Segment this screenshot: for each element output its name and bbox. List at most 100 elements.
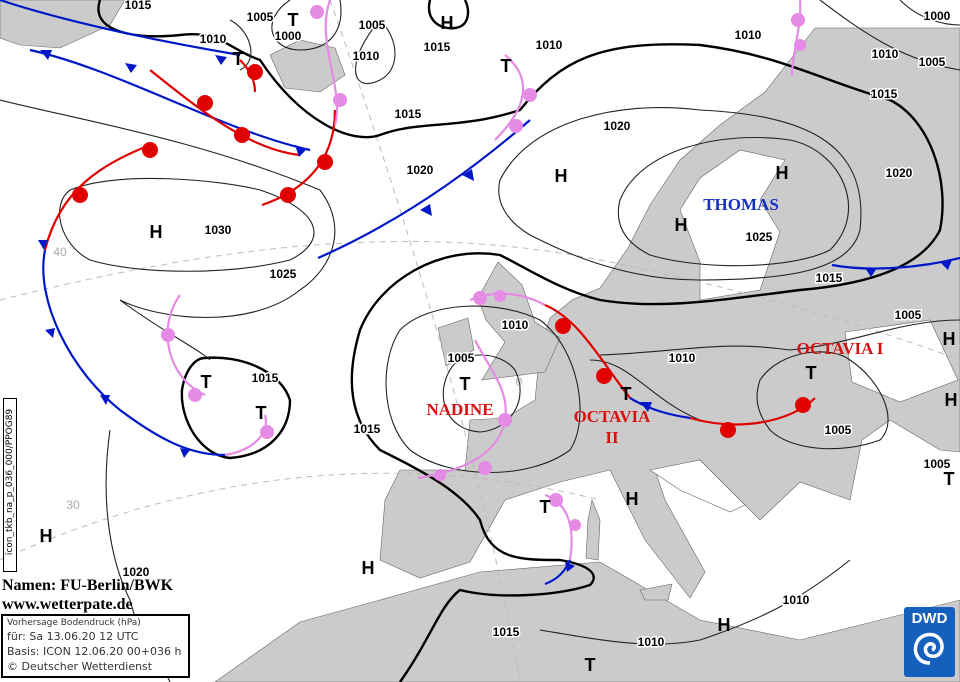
isobar-label: 1025	[746, 230, 773, 244]
isobar-label: 1010	[353, 49, 380, 63]
high-marker: H	[441, 13, 454, 33]
latitude-label: 0	[516, 375, 523, 389]
occlusion	[324, 0, 339, 126]
system-name-nadine: NADINE	[426, 400, 493, 419]
system-name-thomas: THOMAS	[703, 195, 779, 214]
high-marker: H	[555, 166, 568, 186]
low-marker: T	[621, 384, 632, 404]
latitude-label: 40	[53, 245, 67, 259]
dwd-swirl-icon	[913, 632, 944, 665]
cold-front	[0, 0, 241, 57]
low-marker: T	[460, 374, 471, 394]
warm-front	[149, 69, 301, 157]
cold-front	[544, 559, 572, 586]
isobar-label: 1015	[354, 422, 381, 436]
low-marker: T	[256, 403, 267, 423]
isobar-label: 1005	[247, 10, 274, 24]
latitude-labels: 40 30 0	[53, 245, 522, 512]
warm-front	[544, 303, 631, 399]
adriatic-sea	[649, 459, 746, 513]
isobar-label: 1020	[407, 163, 434, 177]
iceland	[269, 39, 346, 93]
isobar-label: 1005	[919, 55, 946, 69]
warm-front	[43, 143, 151, 251]
credit-url[interactable]: www.wetterpate.de	[2, 596, 133, 613]
dwd-logo-text: DWD	[911, 610, 948, 627]
high-marker: H	[945, 390, 958, 410]
forecast-info-box: Vorhersage Bodendruck (hPa) für: Sa 13.0…	[1, 614, 190, 678]
dwd-logo: DWD	[904, 607, 955, 677]
isobar-label: 1005	[448, 351, 475, 365]
high-marker: H	[718, 615, 731, 635]
isobar-labels: 1015 1010 1005 1000 1005 1010 1015 1010 …	[121, 0, 952, 651]
model-code: icon_tkb_na_p_036_000/PPOG89	[5, 408, 15, 556]
credit-names: Namen: FU-Berlin/BWK	[2, 577, 174, 594]
high-marker: H	[150, 222, 163, 242]
isobar-label: 1015	[424, 40, 451, 54]
isobar-label: 1025	[270, 267, 297, 281]
isobar-label: 1010	[638, 635, 665, 649]
credit: Namen: FU-Berlin/BWK www.wetterpate.de	[2, 576, 173, 614]
low-marker: T	[585, 655, 596, 675]
corsica-sardinia	[585, 498, 601, 561]
isobar-label: 1015	[252, 371, 279, 385]
low-marker: T	[944, 469, 955, 489]
isobar-label: 1005	[359, 18, 386, 32]
low-marker: T	[501, 56, 512, 76]
cold-front	[317, 119, 531, 260]
low-marker: T	[806, 363, 817, 383]
low-marker: T	[288, 10, 299, 30]
high-marker: H	[626, 489, 639, 509]
cold-front	[42, 249, 226, 457]
system-name-octavia-2-suffix: II	[605, 428, 619, 447]
low-marker: T	[233, 49, 244, 69]
info-valid-time: für: Sa 13.06.20 12 UTC	[7, 630, 139, 643]
europe-mainland	[379, 27, 960, 599]
isobar-label: 1010	[783, 593, 810, 607]
isobar-label: 1015	[493, 625, 520, 639]
isobar-label: 1010	[536, 38, 563, 52]
occlusion	[166, 294, 206, 397]
isobar-label: 1000	[924, 9, 951, 23]
warm-front-semicircles	[72, 64, 811, 438]
warm-front	[261, 109, 337, 207]
high-marker: H	[675, 215, 688, 235]
isobar-label: 1030	[205, 223, 232, 237]
high-marker: H	[40, 526, 53, 546]
occlusion	[790, 0, 802, 76]
isobar-label: 1005	[924, 457, 951, 471]
system-names: THOMAS NADINE OCTAVIA II OCTAVIA I	[426, 195, 883, 447]
cold-front	[629, 397, 691, 420]
isobar-label: 1005	[825, 423, 852, 437]
cold-front	[29, 48, 311, 152]
isobar-label: 1010	[735, 28, 762, 42]
cold-front-triangles	[38, 50, 952, 572]
latitude-label: 30	[66, 498, 80, 512]
isobar-label: 1015	[871, 87, 898, 101]
low-marker: T	[540, 497, 551, 517]
system-name-octavia-2: OCTAVIA	[574, 407, 652, 426]
isobar-label: 1020	[604, 119, 631, 133]
ireland	[437, 317, 475, 367]
isobar-label: 1010	[872, 47, 899, 61]
high-marker: H	[776, 163, 789, 183]
occlusion-symbols	[161, 5, 806, 531]
isobar-label: 1015	[816, 271, 843, 285]
isobar-label: 1020	[886, 166, 913, 180]
baltic-sea	[679, 149, 786, 301]
isobar-label: 1010	[669, 351, 696, 365]
info-copyright: © Deutscher Wetterdienst	[7, 660, 153, 673]
sicily	[639, 583, 673, 601]
isobar-label: 1020	[123, 565, 150, 579]
system-name-octavia-1: OCTAVIA I	[797, 339, 884, 358]
low-marker: T	[201, 372, 212, 392]
info-title: Vorhersage Bodendruck (hPa)	[7, 618, 141, 628]
greenland	[0, 0, 126, 49]
occlusion	[224, 414, 268, 457]
isobar-label: 1015	[395, 107, 422, 121]
